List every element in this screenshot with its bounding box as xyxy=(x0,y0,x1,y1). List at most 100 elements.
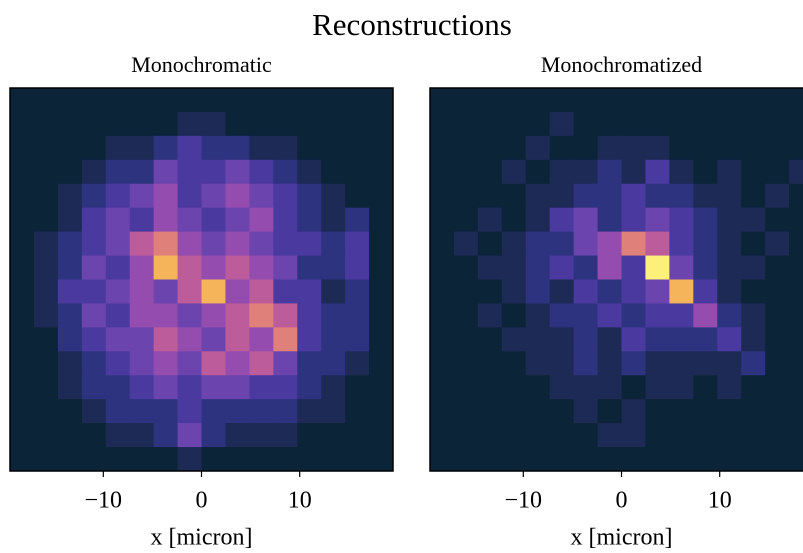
heatmap-cell xyxy=(33,375,59,400)
heatmap-cell xyxy=(477,207,503,233)
heatmap-cell xyxy=(297,135,322,161)
heatmap-cell xyxy=(501,351,527,376)
heatmap-cell xyxy=(597,135,622,161)
heatmap-cell xyxy=(249,255,274,280)
heatmap-cell xyxy=(33,423,59,448)
heatmap-cell xyxy=(765,231,790,257)
heatmap-cell xyxy=(57,159,83,185)
heatmap-cell xyxy=(501,255,527,280)
heatmap-cell xyxy=(369,88,394,113)
heatmap-cell xyxy=(525,279,551,304)
heatmap-cell xyxy=(153,135,179,161)
heatmap-cell xyxy=(669,231,694,257)
heatmap-cell xyxy=(501,135,527,161)
heatmap-cell xyxy=(549,159,575,185)
heatmap-cell xyxy=(10,279,35,304)
heatmap-cell xyxy=(57,423,83,448)
heatmap-cell xyxy=(669,447,694,472)
heatmap-cell xyxy=(273,375,298,400)
heatmap-cell xyxy=(765,423,790,448)
heatmap-cell xyxy=(57,88,83,113)
heatmap-cell xyxy=(789,207,803,233)
heatmap-cell xyxy=(225,447,250,472)
heatmap-cell xyxy=(597,207,622,233)
heatmap-cell xyxy=(669,303,694,328)
heatmap-cell xyxy=(105,111,131,137)
heatmap-cell xyxy=(453,447,479,472)
heatmap-cell xyxy=(177,255,202,280)
heatmap-cell xyxy=(693,447,718,472)
heatmap-cell xyxy=(453,303,479,328)
x-tick-label: −10 xyxy=(85,488,123,514)
heatmap-cell xyxy=(525,423,551,448)
heatmap-cell xyxy=(369,279,394,304)
heatmap-cell xyxy=(249,88,274,113)
heatmap-cell xyxy=(430,207,455,233)
x-tick-label: −10 xyxy=(505,488,543,514)
heatmap-cell xyxy=(789,231,803,257)
heatmap-cell xyxy=(225,279,250,304)
heatmap-cell xyxy=(501,231,527,257)
heatmap-cell xyxy=(153,327,179,352)
heatmap-cell xyxy=(10,183,35,209)
heatmap-cell xyxy=(33,231,59,257)
heatmap-cell xyxy=(717,183,742,209)
x-tick-label: 10 xyxy=(708,488,732,514)
heatmap-cell xyxy=(789,255,803,280)
heatmap-cell xyxy=(741,351,766,376)
heatmap-cell xyxy=(453,255,479,280)
heatmap-cell xyxy=(201,183,226,209)
heatmap-cell xyxy=(693,135,718,161)
heatmap-cell xyxy=(430,159,455,185)
heatmap-cell xyxy=(765,447,790,472)
heatmap-cell xyxy=(741,423,766,448)
heatmap-cell xyxy=(765,135,790,161)
x-tick-label: 0 xyxy=(616,488,628,514)
heatmap-cell xyxy=(33,303,59,328)
heatmap-cell xyxy=(597,399,622,424)
heatmap-cell xyxy=(297,183,322,209)
heatmap-cell xyxy=(693,303,718,328)
heatmap-cell xyxy=(321,159,346,185)
heatmap-cell xyxy=(129,111,155,137)
heatmap-cell xyxy=(741,159,766,185)
heatmap-cell xyxy=(453,351,479,376)
heatmap-cell xyxy=(549,447,575,472)
heatmap-cell xyxy=(765,111,790,137)
heatmap-cell xyxy=(105,255,131,280)
heatmap-cell xyxy=(273,88,298,113)
heatmap-cell xyxy=(225,375,250,400)
heatmap-cell xyxy=(597,303,622,328)
heatmap-cell xyxy=(33,111,59,137)
heatmap-cell xyxy=(57,279,83,304)
heatmap-cell xyxy=(789,375,803,400)
heatmap-cell xyxy=(477,88,503,113)
heatmap-cell xyxy=(501,375,527,400)
heatmap-cell xyxy=(201,447,226,472)
heatmap-cell xyxy=(453,375,479,400)
heatmap-cell xyxy=(321,351,346,376)
heatmap-cell xyxy=(297,447,322,472)
heatmap-cell xyxy=(225,327,250,352)
heatmap-cell xyxy=(525,231,551,257)
heatmap-cell xyxy=(477,135,503,161)
x-tick-label: 0 xyxy=(196,488,208,514)
heatmap-cell xyxy=(717,207,742,233)
heatmap-cell xyxy=(321,327,346,352)
heatmap-cell xyxy=(430,351,455,376)
heatmap-cell xyxy=(201,111,226,137)
heatmap-cell xyxy=(453,207,479,233)
heatmap-cell xyxy=(273,351,298,376)
heatmap-cell xyxy=(81,207,107,233)
heatmap-cell xyxy=(345,183,370,209)
heatmap-cell xyxy=(453,399,479,424)
heatmap-cell xyxy=(273,255,298,280)
heatmap-cell xyxy=(621,423,646,448)
heatmap-cell xyxy=(621,255,646,280)
heatmap-cell xyxy=(789,135,803,161)
heatmap-cell xyxy=(153,231,179,257)
heatmap-cell xyxy=(10,207,35,233)
heatmap-cell xyxy=(33,351,59,376)
heatmap-cell xyxy=(597,231,622,257)
heatmap-cell xyxy=(717,303,742,328)
